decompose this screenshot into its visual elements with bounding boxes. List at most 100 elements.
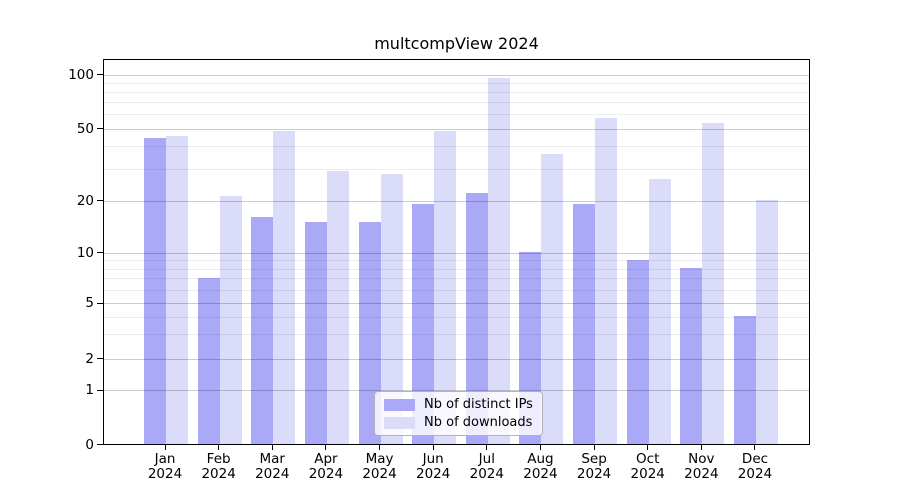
x-tick-label-feb: Feb 2024 — [186, 452, 252, 482]
x-tick-label-may: May 2024 — [347, 452, 413, 482]
y-tick-label: 100 — [68, 66, 94, 83]
minor-gridline — [104, 278, 809, 280]
y-tick-label: 1 — [85, 382, 94, 398]
x-tick-mark — [700, 444, 702, 450]
bar-downloads-sep — [595, 117, 618, 444]
y-tick-mark — [97, 302, 103, 304]
x-tick-year: 2024 — [576, 466, 612, 482]
minor-gridline — [104, 316, 809, 318]
y-tick-mark — [97, 444, 103, 445]
x-tick-mark — [647, 444, 649, 450]
x-tick-label-dec: Dec 2024 — [722, 452, 788, 482]
x-tick-mark — [379, 444, 381, 450]
x-tick-month: Apr — [314, 451, 338, 467]
bar-downloads-dec — [755, 200, 778, 444]
x-tick-mark — [486, 444, 488, 450]
bar-distinct-ips-nov — [680, 268, 703, 444]
bar-downloads-jun — [434, 131, 457, 444]
plot-area — [103, 59, 810, 445]
x-tick-year: 2024 — [255, 466, 290, 482]
x-tick-mark — [218, 444, 220, 450]
y-tick-mark — [97, 74, 103, 75]
legend-label-distinct-ips: Nb of distinct IPs — [424, 397, 533, 412]
major-gridline — [104, 128, 809, 130]
x-tick-year: 2024 — [469, 466, 504, 482]
x-tick-mark — [754, 444, 756, 450]
x-tick-month: Nov — [688, 451, 715, 467]
minor-gridline — [104, 260, 809, 262]
x-tick-year: 2024 — [684, 466, 719, 482]
minor-gridline — [104, 82, 809, 84]
x-tick-year: 2024 — [737, 466, 773, 482]
minor-gridline — [104, 114, 809, 116]
x-tick-year: 2024 — [308, 466, 344, 482]
major-gridline — [104, 390, 809, 391]
bar-downloads-nov — [702, 123, 725, 444]
major-gridline — [104, 200, 809, 202]
y-tick-mark — [97, 358, 103, 359]
x-tick-label-jul: Jul 2024 — [454, 452, 520, 482]
bar-downloads-aug — [541, 153, 564, 444]
x-tick-label-mar: Mar 2024 — [239, 452, 305, 482]
x-tick-label-aug: Aug 2024 — [507, 452, 573, 482]
bar-distinct-ips-jul — [465, 192, 488, 444]
major-gridline — [104, 252, 809, 254]
x-tick-year: 2024 — [201, 466, 236, 482]
x-tick-month: May — [365, 451, 394, 467]
x-tick-month: Jan — [154, 451, 176, 467]
bar-downloads-feb — [219, 196, 242, 444]
minor-gridline — [104, 289, 809, 291]
x-tick-year: 2024 — [630, 466, 665, 482]
x-tick-year: 2024 — [147, 466, 183, 482]
x-tick-mark — [271, 444, 273, 450]
bar-distinct-ips-feb — [197, 278, 220, 444]
bar-distinct-ips-mar — [251, 216, 274, 444]
y-tick-label: 50 — [76, 120, 94, 137]
bar-distinct-ips-jun — [412, 203, 435, 444]
x-tick-label-sep: Sep 2024 — [561, 452, 627, 482]
x-tick-label-apr: Apr 2024 — [293, 452, 359, 482]
y-tick-label: 5 — [85, 295, 94, 311]
bar-distinct-ips-jan — [144, 138, 166, 444]
y-tick-label: 20 — [76, 192, 94, 209]
legend-entry-distinct-ips: Nb of distinct IPs — [384, 396, 534, 414]
legend-swatch-downloads — [384, 417, 415, 429]
minor-gridline — [104, 146, 809, 148]
x-tick-year: 2024 — [415, 466, 451, 482]
bar-distinct-ips-sep — [573, 203, 596, 444]
x-tick-label-jan: Jan 2024 — [132, 452, 198, 482]
major-gridline — [104, 303, 809, 304]
minor-gridline — [104, 168, 809, 170]
legend: Nb of distinct IPs Nb of downloads — [374, 391, 543, 436]
minor-gridline — [104, 333, 809, 335]
x-tick-label-jun: Jun 2024 — [400, 452, 466, 482]
bar-downloads-may — [380, 173, 403, 444]
y-tick-label: 2 — [85, 350, 94, 367]
major-gridline — [104, 74, 809, 76]
x-tick-month: Oct — [636, 451, 660, 467]
x-tick-month: Jun — [422, 451, 444, 467]
minor-gridline — [104, 91, 809, 93]
x-tick-month: Aug — [527, 451, 554, 467]
x-tick-month: Jul — [478, 451, 495, 467]
legend-entry-downloads: Nb of downloads — [384, 414, 534, 432]
bar-distinct-ips-may — [358, 221, 381, 444]
y-tick-mark — [97, 252, 103, 253]
chart-title: multcompView 2024 — [374, 34, 539, 53]
y-tick-mark — [97, 200, 103, 201]
bar-distinct-ips-oct — [626, 259, 649, 444]
x-tick-label-nov: Nov 2024 — [668, 452, 734, 482]
bar-downloads-jul — [487, 78, 510, 444]
x-tick-month: Sep — [581, 451, 607, 467]
x-tick-mark — [325, 444, 327, 450]
legend-swatch-distinct-ips — [384, 399, 415, 411]
y-tick-label: 10 — [76, 244, 94, 261]
legend-label-downloads: Nb of downloads — [424, 415, 533, 430]
x-tick-mark — [432, 444, 434, 450]
y-tick-label: 0 — [85, 436, 94, 453]
x-tick-label-oct: Oct 2024 — [615, 452, 681, 482]
x-tick-mark — [539, 444, 541, 450]
bar-downloads-apr — [326, 170, 349, 444]
x-tick-month: Feb — [206, 451, 231, 467]
